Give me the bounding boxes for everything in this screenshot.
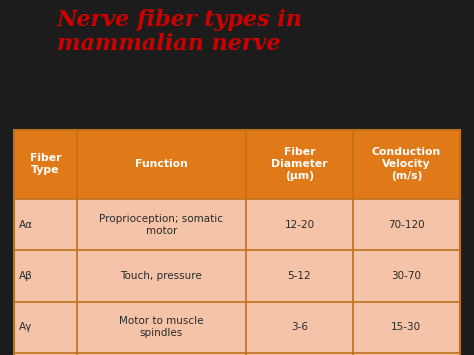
Text: Aβ: Aβ	[19, 271, 33, 281]
Text: Nerve fiber types in
mammalian nerve: Nerve fiber types in mammalian nerve	[57, 9, 303, 55]
Text: Fiber
Diameter
(μm): Fiber Diameter (μm)	[271, 147, 328, 181]
Text: 3-6: 3-6	[291, 322, 308, 333]
Text: 15-30: 15-30	[391, 322, 421, 333]
Text: Function: Function	[135, 159, 188, 169]
Text: 12-20: 12-20	[284, 219, 314, 230]
Text: Proprioception; somatic
motor: Proprioception; somatic motor	[99, 214, 223, 235]
Text: Fiber
Type: Fiber Type	[30, 153, 61, 175]
FancyBboxPatch shape	[14, 130, 460, 199]
Text: Touch, pressure: Touch, pressure	[120, 271, 202, 281]
FancyBboxPatch shape	[14, 199, 460, 250]
FancyBboxPatch shape	[14, 250, 460, 302]
Text: 5-12: 5-12	[288, 271, 311, 281]
Text: Conduction
Velocity
(m/s): Conduction Velocity (m/s)	[372, 147, 441, 181]
FancyBboxPatch shape	[14, 353, 460, 355]
Text: 30-70: 30-70	[392, 271, 421, 281]
Text: Motor to muscle
spindles: Motor to muscle spindles	[119, 317, 203, 338]
Text: 70-120: 70-120	[388, 219, 425, 230]
Text: Aγ: Aγ	[19, 322, 33, 333]
FancyBboxPatch shape	[14, 302, 460, 353]
Text: Aα: Aα	[19, 219, 33, 230]
